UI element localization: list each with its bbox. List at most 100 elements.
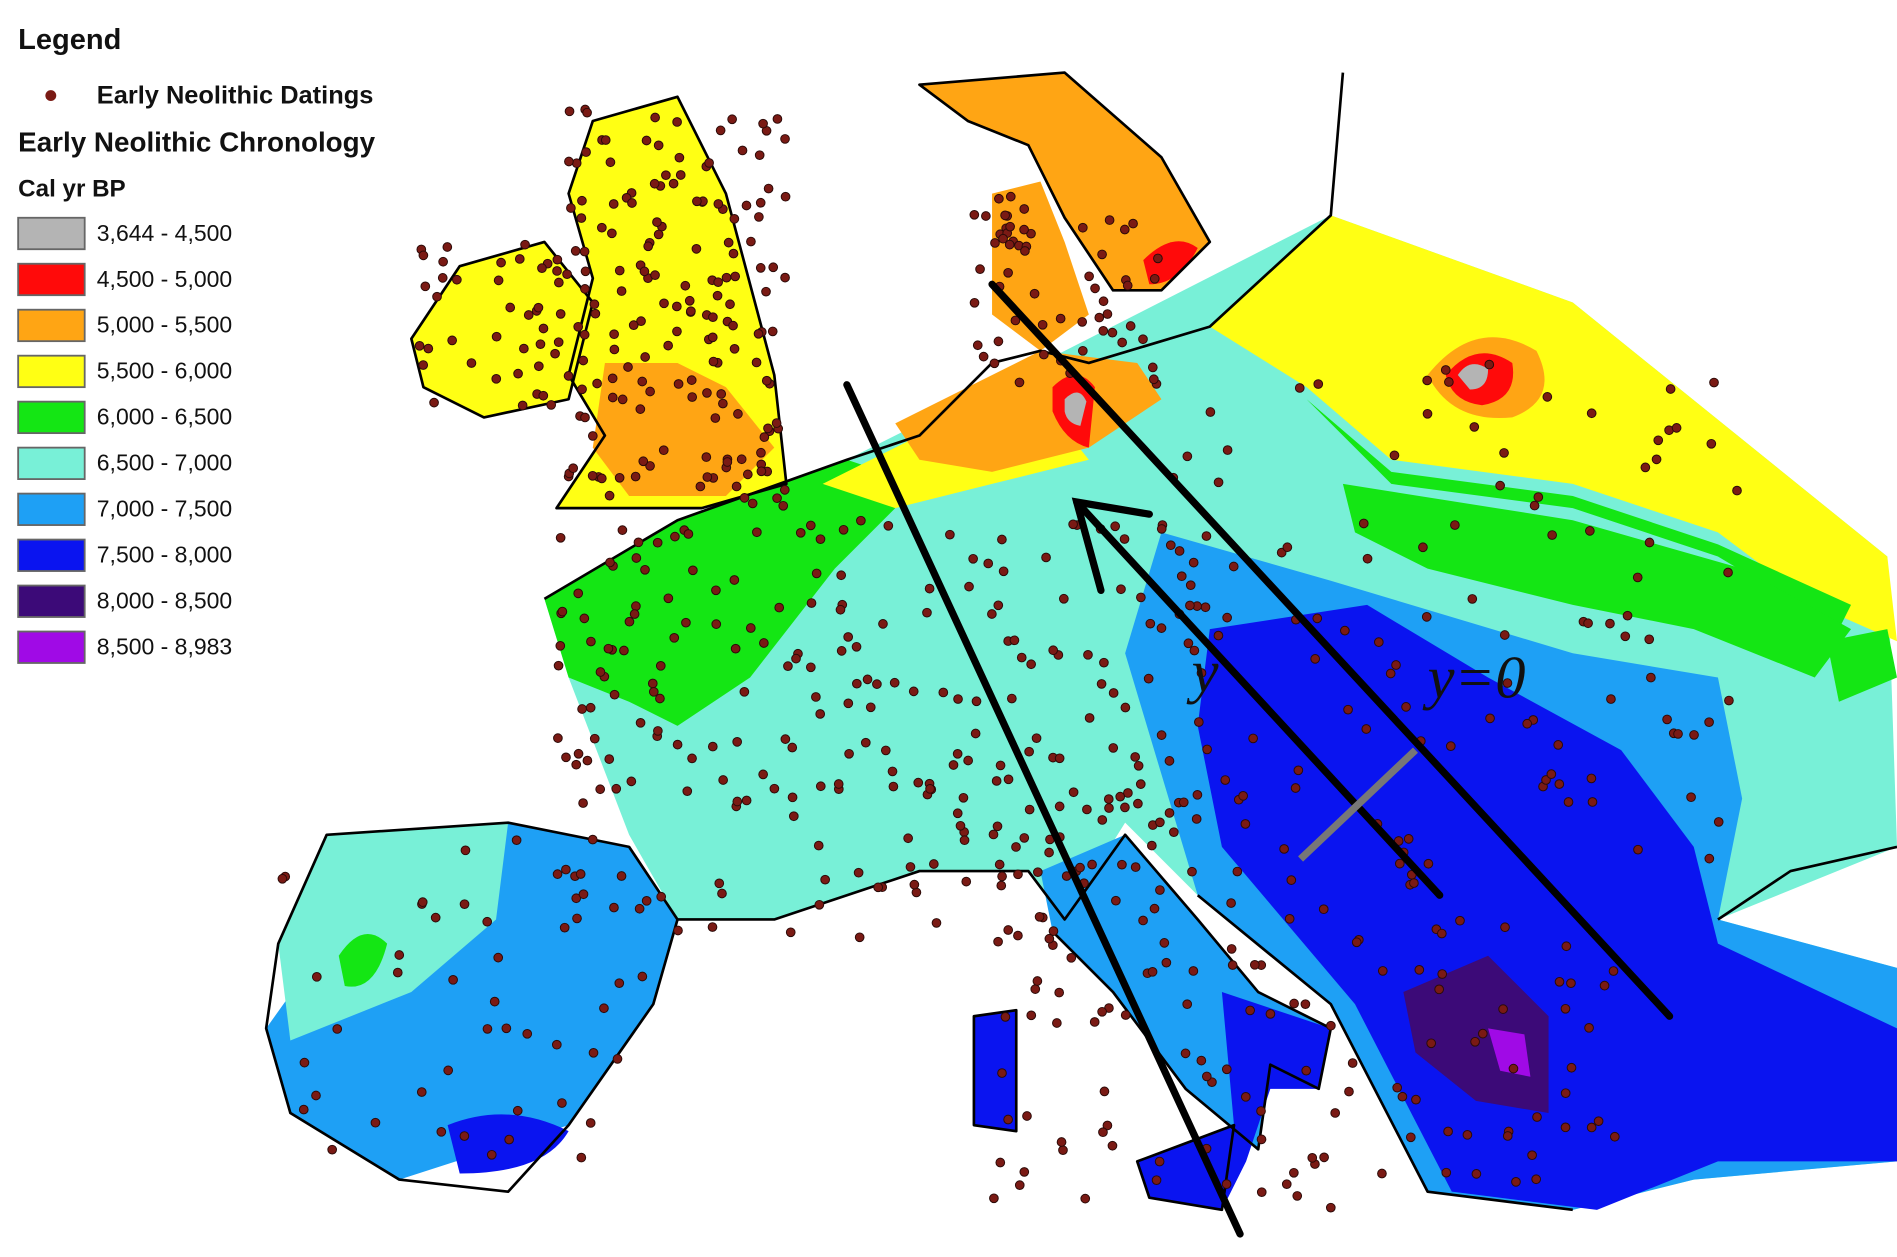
site-dot (1099, 657, 1109, 668)
site-dot (959, 835, 970, 846)
site-dot (701, 452, 712, 462)
zone (895, 350, 1162, 472)
site-dot (1056, 1137, 1067, 1147)
site-dot (432, 291, 442, 302)
site-dot (1723, 567, 1733, 578)
site-dot (1039, 349, 1049, 360)
site-dot (983, 558, 994, 569)
site-dot (968, 553, 978, 564)
site-dot (299, 1057, 310, 1068)
site-dot (630, 471, 641, 482)
site-dot (1174, 546, 1185, 556)
site-dot (925, 784, 935, 794)
site-dot (1469, 422, 1480, 432)
site-dot (806, 598, 817, 608)
site-dot (555, 532, 566, 543)
legend-swatch (17, 492, 86, 526)
site-dot (1032, 976, 1043, 986)
site-dot (975, 264, 985, 274)
site-dot (1307, 1153, 1318, 1163)
site-dot (616, 286, 627, 296)
site-dot (1176, 571, 1187, 582)
legend-title: Legend (18, 24, 121, 56)
site-dot (952, 808, 963, 819)
site-dot (913, 777, 924, 788)
site-dot (1155, 885, 1165, 895)
site-dot (1312, 613, 1323, 624)
site-dot (924, 583, 935, 594)
site-dot (311, 1090, 321, 1101)
site-dot (311, 972, 322, 982)
site-dot (990, 238, 1000, 248)
site-dot (1301, 1065, 1312, 1076)
site-dot (836, 646, 847, 656)
site-dot (815, 534, 826, 545)
front-line (843, 381, 1244, 1238)
site-dot (763, 183, 774, 194)
site-dot (571, 158, 582, 169)
site-dot (761, 286, 771, 297)
site-dot (1293, 765, 1304, 776)
site-dot (1392, 1082, 1403, 1093)
site-dot (1443, 1126, 1453, 1137)
site-dot (1671, 423, 1682, 433)
site-dot (680, 280, 691, 291)
site-dot (1651, 454, 1662, 465)
site-dot (1147, 967, 1158, 977)
site-dot (713, 277, 723, 287)
site-dot (1084, 271, 1094, 282)
zone (1342, 483, 1852, 678)
site-dot (416, 1087, 427, 1097)
site-dot (629, 609, 640, 619)
site-dot (614, 978, 625, 988)
site-dot (1022, 1111, 1032, 1121)
site-dot (1138, 334, 1148, 345)
site-dot (1097, 249, 1107, 260)
site-dot (997, 534, 1007, 545)
distance-marker (1298, 747, 1418, 862)
coastline (410, 240, 595, 419)
site-dot (580, 412, 590, 423)
site-dot (1310, 654, 1321, 664)
site-dot (491, 374, 502, 384)
site-dot (1107, 327, 1118, 338)
site-dot (1014, 1180, 1025, 1190)
site-dot (1005, 221, 1015, 232)
site-dot (573, 588, 584, 599)
site-dot (1055, 313, 1066, 324)
site-dot (767, 326, 778, 337)
site-dot (614, 265, 625, 276)
site-dot (1180, 1048, 1191, 1059)
site-dot (655, 660, 666, 671)
site-dot (1294, 383, 1305, 393)
site-dot (611, 783, 622, 794)
site-dot (643, 241, 654, 252)
site-dot (489, 996, 500, 1007)
site-dot (1004, 239, 1015, 250)
site-dot (459, 1131, 470, 1141)
site-dot (763, 423, 773, 434)
site-dot (1586, 773, 1597, 784)
site-dot (729, 214, 740, 224)
site-dot (1066, 952, 1077, 963)
site-dot (624, 616, 635, 627)
site-dot (1110, 521, 1121, 532)
direction-arrow (1073, 498, 1444, 899)
site-dot (1098, 326, 1109, 336)
site-dot (771, 418, 782, 428)
site-dot (952, 748, 963, 759)
site-dot (554, 277, 564, 288)
legend-swatch (17, 262, 86, 297)
site-dot (546, 400, 557, 410)
site-dot (1117, 859, 1127, 870)
site-dot (579, 246, 590, 257)
site-dot (1075, 862, 1085, 873)
site-dot (733, 409, 743, 419)
zone (1197, 604, 1897, 1210)
site-dot (1423, 858, 1434, 869)
zone (1457, 364, 1489, 390)
site-dot (908, 686, 919, 697)
site-dot (1185, 580, 1196, 591)
site-dot (813, 840, 824, 851)
site-dot (1041, 552, 1051, 563)
